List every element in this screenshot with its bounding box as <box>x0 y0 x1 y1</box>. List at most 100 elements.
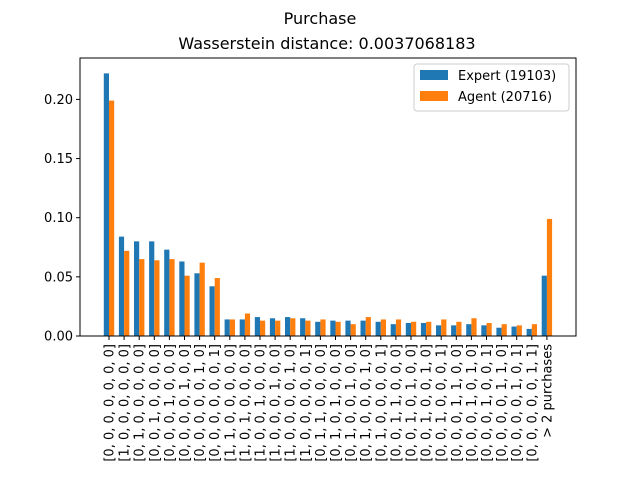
bars-group <box>103 73 553 336</box>
bar-expert-4 <box>164 249 170 336</box>
bar-expert-11 <box>269 318 276 336</box>
x-tick-label-14: [0, 1, 1, 0, 0, 0, 0] <box>314 344 329 462</box>
bar-agent-26 <box>501 324 507 336</box>
bar-agent-13 <box>305 320 311 336</box>
bar-agent-3 <box>154 260 160 336</box>
x-tick-label-12: [1, 0, 0, 0, 0, 1, 0] <box>284 344 299 462</box>
x-tick-label-20: [0, 0, 1, 0, 1, 0, 0] <box>405 344 420 462</box>
bar-agent-29 <box>546 218 553 336</box>
bar-agent-6 <box>199 262 205 336</box>
bar-expert-5 <box>179 261 185 336</box>
x-tick-label-29: > 2 purchases <box>540 344 555 438</box>
x-tick-label-6: [0, 0, 0, 0, 0, 1, 0] <box>193 344 208 462</box>
bar-expert-28 <box>526 328 532 336</box>
chart-title: Purchase <box>284 9 357 28</box>
bar-agent-4 <box>169 259 175 336</box>
bar-agent-22 <box>441 319 447 336</box>
x-tick-label-16: [0, 1, 0, 0, 1, 0, 0] <box>344 344 359 462</box>
x-tick-label-4: [0, 0, 0, 1, 0, 0, 0] <box>163 344 178 462</box>
bar-agent-15 <box>335 321 341 336</box>
bar-agent-1 <box>124 250 130 336</box>
bar-agent-0 <box>109 100 115 336</box>
bar-agent-2 <box>139 259 145 336</box>
x-tick-label-22: [0, 0, 1, 0, 0, 0, 1] <box>435 344 450 462</box>
bar-agent-5 <box>184 275 190 336</box>
y-axis: 0.00 0.05 0.10 0.15 0.20 <box>44 93 80 345</box>
bar-expert-1 <box>118 236 125 336</box>
legend: Expert (19103) Agent (20716) <box>413 63 570 112</box>
bar-expert-10 <box>254 317 260 336</box>
bar-agent-10 <box>260 320 266 336</box>
bar-expert-0 <box>103 73 109 336</box>
bar-expert-3 <box>149 241 155 336</box>
bar-agent-11 <box>275 320 281 336</box>
x-tick-label-25: [0, 0, 0, 1, 0, 0, 1] <box>480 344 495 462</box>
bar-expert-2 <box>134 241 140 336</box>
x-tick-label-23: [0, 0, 0, 1, 1, 0, 0] <box>450 344 465 462</box>
x-tick-label-28: [0, 0, 0, 0, 0, 1, 1] <box>525 344 540 462</box>
bar-expert-7 <box>209 286 215 336</box>
bar-expert-18 <box>375 321 381 336</box>
x-axis: [0, 0, 0, 0, 0, 0, 0] [1, 0, 0, 0, 0, 0, … <box>103 336 555 462</box>
bar-expert-23 <box>451 325 457 336</box>
bar-agent-7 <box>214 278 220 336</box>
x-tick-label-24: [0, 0, 0, 1, 0, 1, 0] <box>465 344 480 462</box>
bar-agent-27 <box>516 325 522 336</box>
bar-expert-20 <box>405 322 411 336</box>
bar-expert-21 <box>420 322 427 336</box>
x-tick-label-0: [0, 0, 0, 0, 0, 0, 0] <box>103 344 118 462</box>
x-tick-label-2: [0, 1, 0, 0, 0, 0, 0] <box>133 344 148 462</box>
bar-agent-14 <box>320 319 326 336</box>
bar-expert-8 <box>224 319 230 336</box>
bar-expert-17 <box>360 320 366 336</box>
y-tick-label-1: 0.05 <box>44 270 73 285</box>
bar-agent-17 <box>365 317 371 336</box>
legend-swatch-agent <box>420 91 448 101</box>
legend-label-expert: Expert (19103) <box>458 69 556 84</box>
bar-agent-28 <box>531 324 537 336</box>
y-tick-label-0: 0.00 <box>44 330 73 345</box>
y-tick-label-3: 0.15 <box>44 152 73 167</box>
legend-frame <box>413 63 570 112</box>
x-tick-label-19: [0, 0, 1, 1, 0, 0, 0] <box>389 344 404 462</box>
bar-expert-16 <box>345 320 351 336</box>
bar-agent-16 <box>350 324 356 336</box>
x-tick-label-10: [1, 0, 0, 1, 0, 0, 0] <box>254 344 269 462</box>
y-tick-label-4: 0.20 <box>44 93 73 108</box>
plot-frame <box>79 57 577 337</box>
x-tick-label-13: [1, 0, 0, 0, 0, 0, 1] <box>299 344 314 462</box>
bar-expert-19 <box>390 324 396 336</box>
bar-agent-20 <box>411 321 417 336</box>
x-tick-label-9: [1, 0, 1, 0, 0, 0, 0] <box>238 344 253 462</box>
bar-agent-12 <box>290 318 296 336</box>
bar-agent-8 <box>229 319 235 336</box>
x-tick-label-1: [1, 0, 0, 0, 0, 0, 0] <box>118 344 133 462</box>
x-tick-label-21: [0, 0, 1, 0, 0, 1, 0] <box>420 344 435 462</box>
y-tick-label-2: 0.10 <box>44 211 73 226</box>
bar-agent-9 <box>244 313 251 336</box>
x-tick-label-18: [0, 1, 0, 0, 0, 0, 1] <box>374 344 389 462</box>
x-tick-label-15: [0, 1, 0, 1, 0, 0, 0] <box>329 344 344 462</box>
x-tick-label-3: [0, 0, 1, 0, 0, 0, 0] <box>148 344 163 462</box>
legend-label-agent: Agent (20716) <box>458 90 552 105</box>
x-tick-label-5: [0, 0, 0, 0, 1, 0, 0] <box>178 344 193 462</box>
bar-expert-15 <box>330 320 336 336</box>
bar-expert-22 <box>436 325 442 336</box>
bar-agent-23 <box>456 321 462 336</box>
bar-expert-26 <box>496 327 502 336</box>
x-tick-label-26: [0, 0, 0, 0, 1, 1, 0] <box>495 344 510 462</box>
chart-subtitle: Wasserstein distance: 0.0037068183 <box>178 34 475 53</box>
bar-expert-12 <box>285 317 291 336</box>
bar-agent-18 <box>380 319 386 336</box>
bar-agent-21 <box>426 321 432 336</box>
bar-agent-25 <box>486 322 492 336</box>
bar-expert-14 <box>315 321 321 336</box>
bar-expert-6 <box>194 273 200 336</box>
x-tick-label-27: [0, 0, 0, 0, 1, 0, 1] <box>510 344 525 462</box>
bar-expert-29 <box>541 275 547 336</box>
x-tick-label-7: [0, 0, 0, 0, 0, 0, 1] <box>208 344 223 462</box>
x-tick-label-17: [0, 1, 0, 0, 0, 1, 0] <box>359 344 374 462</box>
bar-expert-9 <box>239 319 245 336</box>
bar-agent-19 <box>395 319 402 336</box>
x-tick-label-11: [1, 0, 0, 0, 1, 0, 0] <box>269 344 284 462</box>
